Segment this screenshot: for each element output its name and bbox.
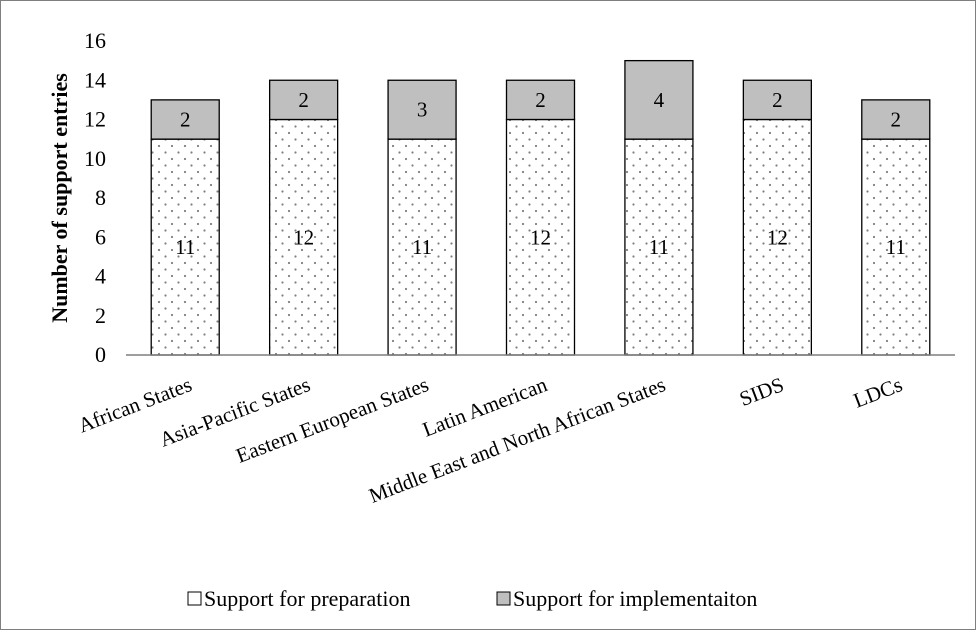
legend-label: Support for preparation (204, 586, 411, 611)
data-label: 11 (649, 235, 669, 259)
bar-segment-implementation (268, 79, 339, 121)
data-label: 2 (298, 88, 309, 112)
y-tick-label: 6 (95, 224, 106, 249)
bar-segment-preparation (150, 138, 220, 356)
data-label: 12 (767, 225, 788, 249)
bar-segment-preparation (505, 118, 576, 356)
y-axis-ticks: 0 2 4 6 8 10 12 14 16 (84, 28, 106, 367)
y-tick-label: 12 (84, 107, 106, 132)
bar-segment-implementation (150, 99, 220, 140)
bar-segment-implementation (624, 59, 694, 140)
bar-segment-preparation (624, 138, 694, 356)
data-label: 4 (654, 88, 665, 112)
legend: Support for preparation Support for imple… (187, 586, 757, 611)
bar-segment-preparation (387, 138, 457, 356)
bar-segment-implementation (387, 79, 457, 140)
data-label: 2 (180, 108, 191, 132)
bar-segment-implementation (742, 79, 813, 121)
bar-segment-preparation (268, 118, 339, 356)
y-tick-label: 8 (95, 185, 106, 210)
x-category-label: SIDS (736, 372, 787, 411)
data-label: 2 (891, 108, 902, 132)
y-tick-label: 2 (95, 303, 106, 328)
x-category-label: Eastern European States (233, 372, 432, 468)
legend-swatch-preparation (187, 591, 202, 606)
legend-label: Support for implementaiton (513, 586, 757, 611)
data-label: 12 (293, 225, 314, 249)
data-label: 2 (535, 88, 546, 112)
data-label: 12 (530, 225, 551, 249)
x-category-label: LDCs (850, 372, 905, 412)
data-label: 3 (417, 98, 428, 122)
legend-swatch-implementation (496, 591, 511, 606)
y-axis-title: Number of support entries (47, 73, 72, 323)
data-label: 2 (772, 88, 783, 112)
y-tick-label: 0 (95, 342, 106, 367)
y-tick-label: 14 (84, 67, 106, 92)
data-label: 11 (886, 235, 906, 259)
y-tick-label: 16 (84, 28, 106, 53)
y-tick-label: 4 (95, 264, 106, 289)
bar-segment-implementation (505, 79, 576, 121)
bars: 11 2 12 2 11 3 12 2 11 4 12 2 11 2 (150, 59, 931, 356)
bar-segment-implementation (861, 99, 931, 140)
data-label: 11 (175, 235, 195, 259)
y-tick-label: 10 (84, 146, 106, 171)
bar-segment-preparation (742, 118, 813, 356)
data-label: 11 (412, 235, 432, 259)
